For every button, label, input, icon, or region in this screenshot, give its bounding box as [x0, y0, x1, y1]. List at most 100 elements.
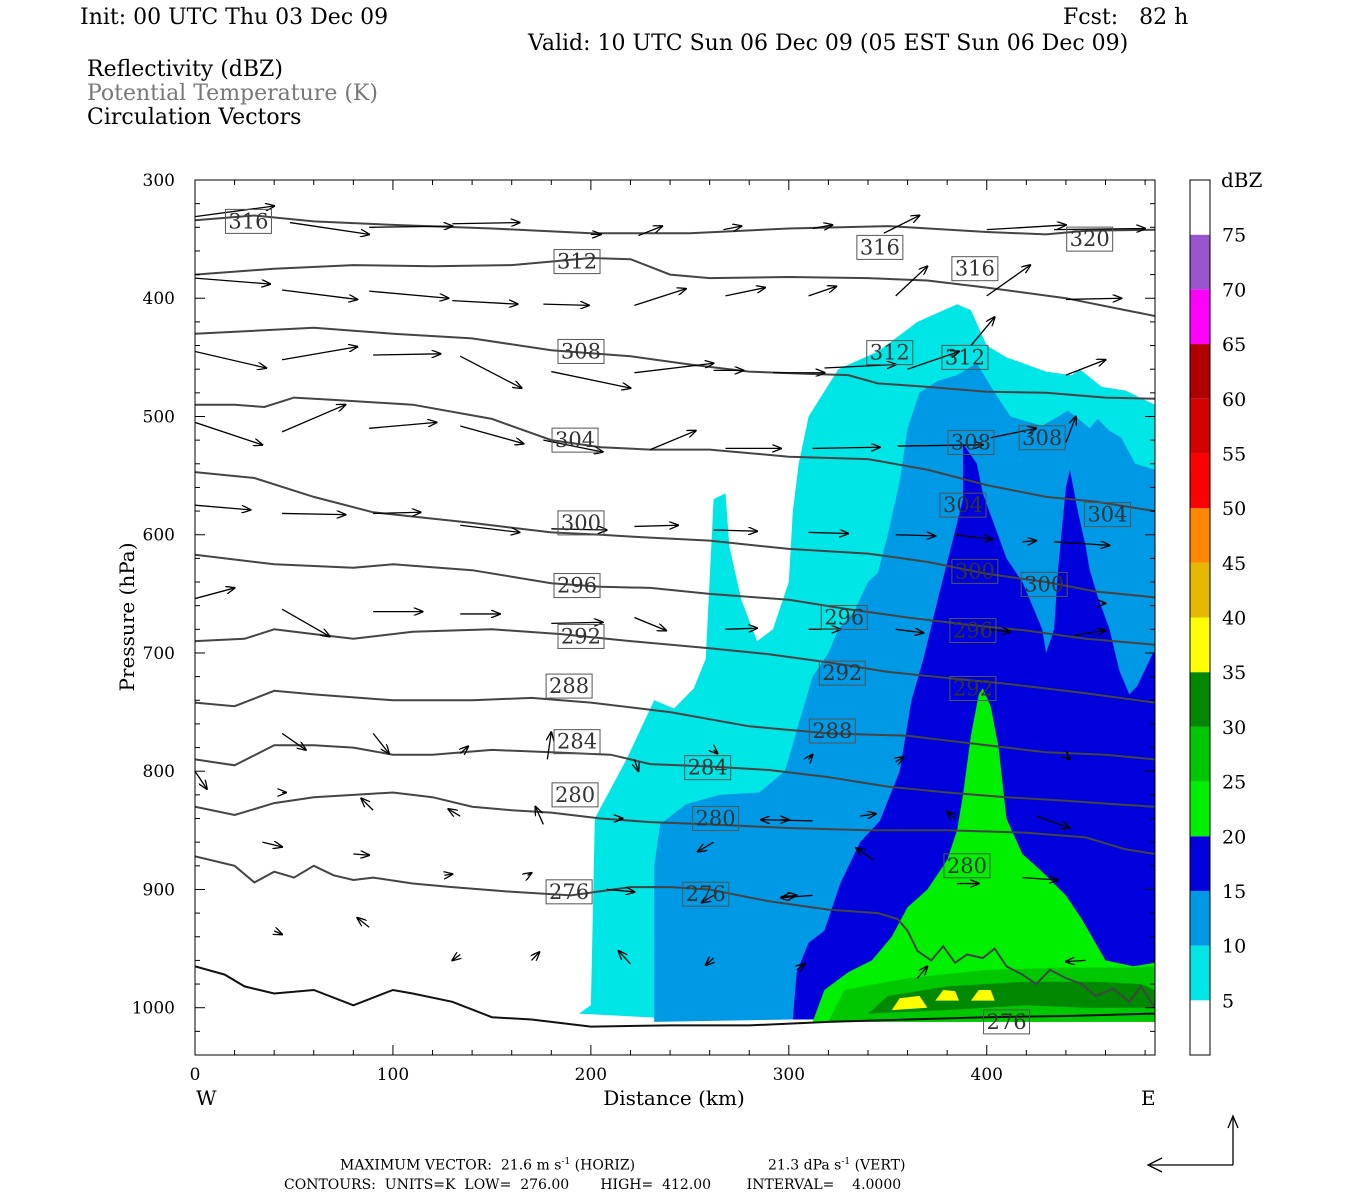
contours-info: CONTOURS: UNITS=K LOW= 276.00 HIGH= 412.… — [284, 1177, 902, 1193]
circulation-vector-21 — [1065, 298, 1121, 299]
colorbar-label-40: 40 — [1222, 608, 1246, 630]
contour-label-box — [557, 338, 605, 364]
circulation-vector-15 — [543, 304, 589, 305]
reflectivity-region-35dbz-6 — [891, 995, 928, 1011]
circulation-vector-102 — [357, 918, 370, 928]
circulation-vector-103 — [452, 954, 460, 960]
circulation-vector-7 — [812, 225, 833, 229]
circulation-vector-105 — [619, 951, 631, 965]
circulation-vector-3 — [452, 223, 519, 224]
init-time: Init: 00 UTC Thu 03 Dec 09 — [80, 5, 389, 30]
contour-label-292-6: 292 — [557, 623, 605, 649]
contour-label-280-28: 280 — [692, 806, 740, 832]
theta-contour-296-5 — [195, 553, 1155, 646]
circulation-vector-46 — [282, 513, 345, 514]
contour-label-296-23: 296 — [949, 618, 997, 644]
colorbar-swatch-15 — [1190, 180, 1210, 235]
contour-label-text: 304 — [1087, 503, 1127, 527]
circulation-vector-26 — [551, 370, 630, 389]
circulation-vector-95 — [702, 895, 714, 902]
colorbar-swatch-10 — [1190, 453, 1210, 509]
circulation-vector-92 — [444, 874, 452, 875]
circulation-vector-90 — [262, 842, 282, 847]
colorbar-swatch-1 — [1190, 945, 1210, 1001]
contour-label-304-3: 304 — [551, 427, 599, 453]
circulation-vector-69 — [281, 732, 306, 750]
reflectivity-region-35dbz-8 — [970, 990, 995, 1001]
circulation-vector-35 — [281, 405, 345, 433]
circulation-vector-51 — [713, 530, 758, 531]
max-vector-horiz: MAXIMUM VECTOR: 21.6 m s — [340, 1157, 562, 1174]
colorbar-swatch-5 — [1190, 726, 1210, 782]
circulation-vector-20 — [986, 265, 1031, 297]
colorbar-label-15: 15 — [1222, 881, 1246, 903]
colorbar-units: dBZ — [1221, 168, 1263, 192]
contour-label-box — [1018, 425, 1066, 451]
contour-label-box — [943, 853, 991, 879]
contour-label-text: 312 — [870, 341, 910, 365]
contour-label-box — [949, 675, 997, 701]
contour-label-box — [551, 427, 599, 453]
y-tick-label-600: 600 — [143, 526, 175, 546]
circulation-vector-101 — [274, 931, 282, 935]
circulation-vector-93 — [528, 873, 532, 875]
colorbar-label-60: 60 — [1222, 389, 1246, 411]
contour-label-312-1: 312 — [553, 249, 601, 275]
circulation-vector-23 — [281, 347, 357, 361]
circulation-vector-2 — [369, 226, 452, 227]
circulation-vector-49 — [551, 529, 606, 530]
contour-label-text: 284 — [688, 756, 728, 780]
vert-label: (VERT) — [850, 1157, 906, 1174]
contour-label-text: 316 — [860, 235, 900, 259]
contour-label-box — [1020, 571, 1068, 597]
circulation-vector-8 — [883, 215, 920, 234]
contour-label-box — [949, 618, 997, 644]
circulation-vector-layer — [195, 206, 1145, 979]
max-vector-line: MAXIMUM VECTOR: 21.6 m s-1 (HORIZ) — [340, 1157, 635, 1174]
circulation-vector-25 — [459, 355, 521, 388]
contour-label-box — [551, 782, 599, 808]
contour-label-text: 296 — [953, 619, 993, 643]
contour-label-308-16: 308 — [947, 430, 995, 455]
circulation-vector-45 — [195, 504, 250, 510]
contour-label-box — [553, 573, 601, 599]
contour-label-box — [682, 881, 730, 907]
circulation-vector-58 — [281, 608, 330, 636]
circulation-vector-66 — [986, 629, 1011, 631]
circulation-vector-16 — [634, 289, 685, 306]
circulation-vector-9 — [986, 225, 1066, 231]
contour-label-box — [818, 660, 866, 686]
circulation-vector-71 — [460, 746, 468, 753]
circulation-vector-89 — [1036, 815, 1070, 828]
x-tick-label-300: 300 — [773, 1065, 805, 1085]
circulation-vector-97 — [781, 895, 813, 897]
contour-label-text: 292 — [561, 624, 601, 648]
contour-label-280-9: 280 — [551, 782, 599, 808]
circulation-vector-37 — [460, 425, 523, 444]
circulation-vector-38 — [543, 439, 602, 452]
circulation-vector-62 — [634, 616, 666, 631]
contour-label-box — [866, 340, 914, 366]
contour-label-text: 300 — [955, 559, 995, 583]
circulation-vector-42 — [897, 445, 983, 446]
contour-label-text: 284 — [557, 730, 597, 754]
colorbar-label-35: 35 — [1222, 662, 1246, 684]
circulation-vector-77 — [1066, 756, 1070, 760]
circulation-vector-81 — [448, 809, 461, 816]
circulation-vector-80 — [361, 798, 374, 811]
circulation-vector-17 — [725, 288, 765, 297]
contour-label-text: 312 — [945, 345, 985, 369]
circulation-vector-22 — [195, 350, 266, 368]
theta-contour-284-8 — [195, 744, 1155, 808]
contour-label-text: 304 — [943, 493, 983, 517]
circulation-vector-74 — [714, 750, 718, 754]
circulation-vector-109 — [1066, 960, 1086, 961]
reference-vector-icon — [1146, 1114, 1239, 1173]
colorbar-swatch-13 — [1190, 289, 1210, 345]
circulation-vector-67 — [1073, 631, 1106, 636]
contour-label-text: 276 — [549, 880, 589, 904]
circulation-vector-0 — [195, 206, 274, 218]
contour-label-text: 308 — [1022, 426, 1062, 450]
theta-contour-292-6 — [195, 628, 1155, 704]
contour-label-292-24: 292 — [818, 660, 866, 686]
